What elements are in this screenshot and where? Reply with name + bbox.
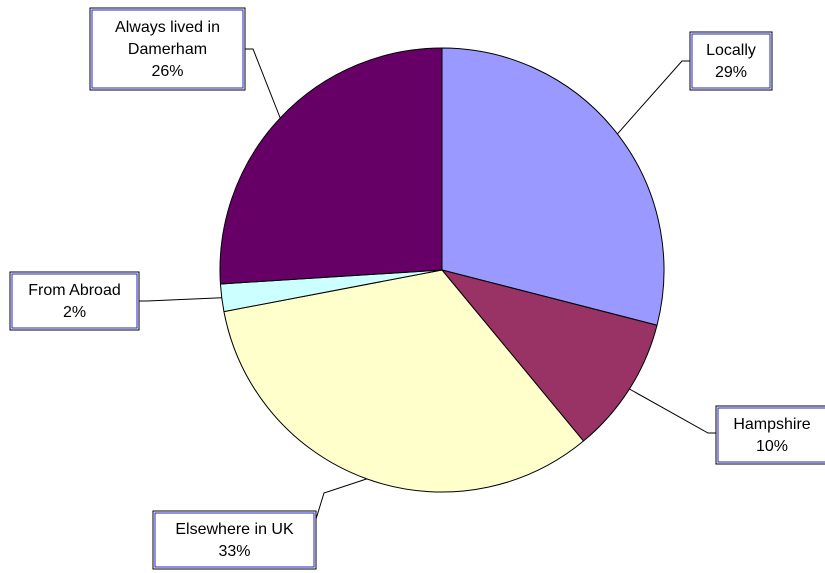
data-label-box [9,271,140,331]
data-label-hampshire: Hampshire 10% [715,405,825,465]
data-label-box-border [91,9,244,89]
data-label-value: 33% [218,543,250,560]
data-label-value: 10% [756,438,788,455]
leader-line-locally [617,60,690,135]
data-label-box-border [11,273,138,329]
data-label-box-border [154,512,315,568]
leader-line-hampshire [629,388,716,434]
data-label-category: Locally [706,42,756,59]
data-label-box [89,7,246,91]
data-label-box-border [691,33,771,89]
data-label-category: From Abroad [28,282,120,299]
slices-layer [219,47,665,493]
data-label-category: Elsewhere in UK [175,521,294,538]
pie-slice-elsewhere-in-uk [223,269,585,493]
leader-lines-layer [139,48,716,520]
data-label-value: 29% [715,64,747,81]
data-label-elsewhere-in-uk: Elsewhere in UK 33% [152,510,317,570]
data-label-from-abroad: From Abroad 2% [9,271,140,331]
leader-line-from-abroad [139,297,222,302]
pie-slice-locally [441,47,665,326]
pie-slice-always-lived-in-damerham [219,47,443,285]
data-labels-layer: Locally 29% Hampshire 10% Elsewhere in UK 33%… [9,7,825,570]
data-label-box [152,510,317,570]
data-label-category: Always lived in [115,19,220,36]
data-label-always-lived-in-damerham: Always lived in Damerham 26% [89,7,246,91]
data-label-box [715,405,825,465]
data-label-value: 2% [63,304,86,321]
data-label-locally: Locally 29% [689,31,773,91]
data-label-box-border [717,407,825,463]
data-label-value: 26% [151,63,183,80]
leader-line-always-lived-in-damerham [245,48,281,119]
data-label-box [689,31,773,91]
data-label-category: Damerham [128,41,207,58]
data-label-category: Hampshire [733,416,810,433]
leader-line-elsewhere-in-uk [315,478,367,520]
